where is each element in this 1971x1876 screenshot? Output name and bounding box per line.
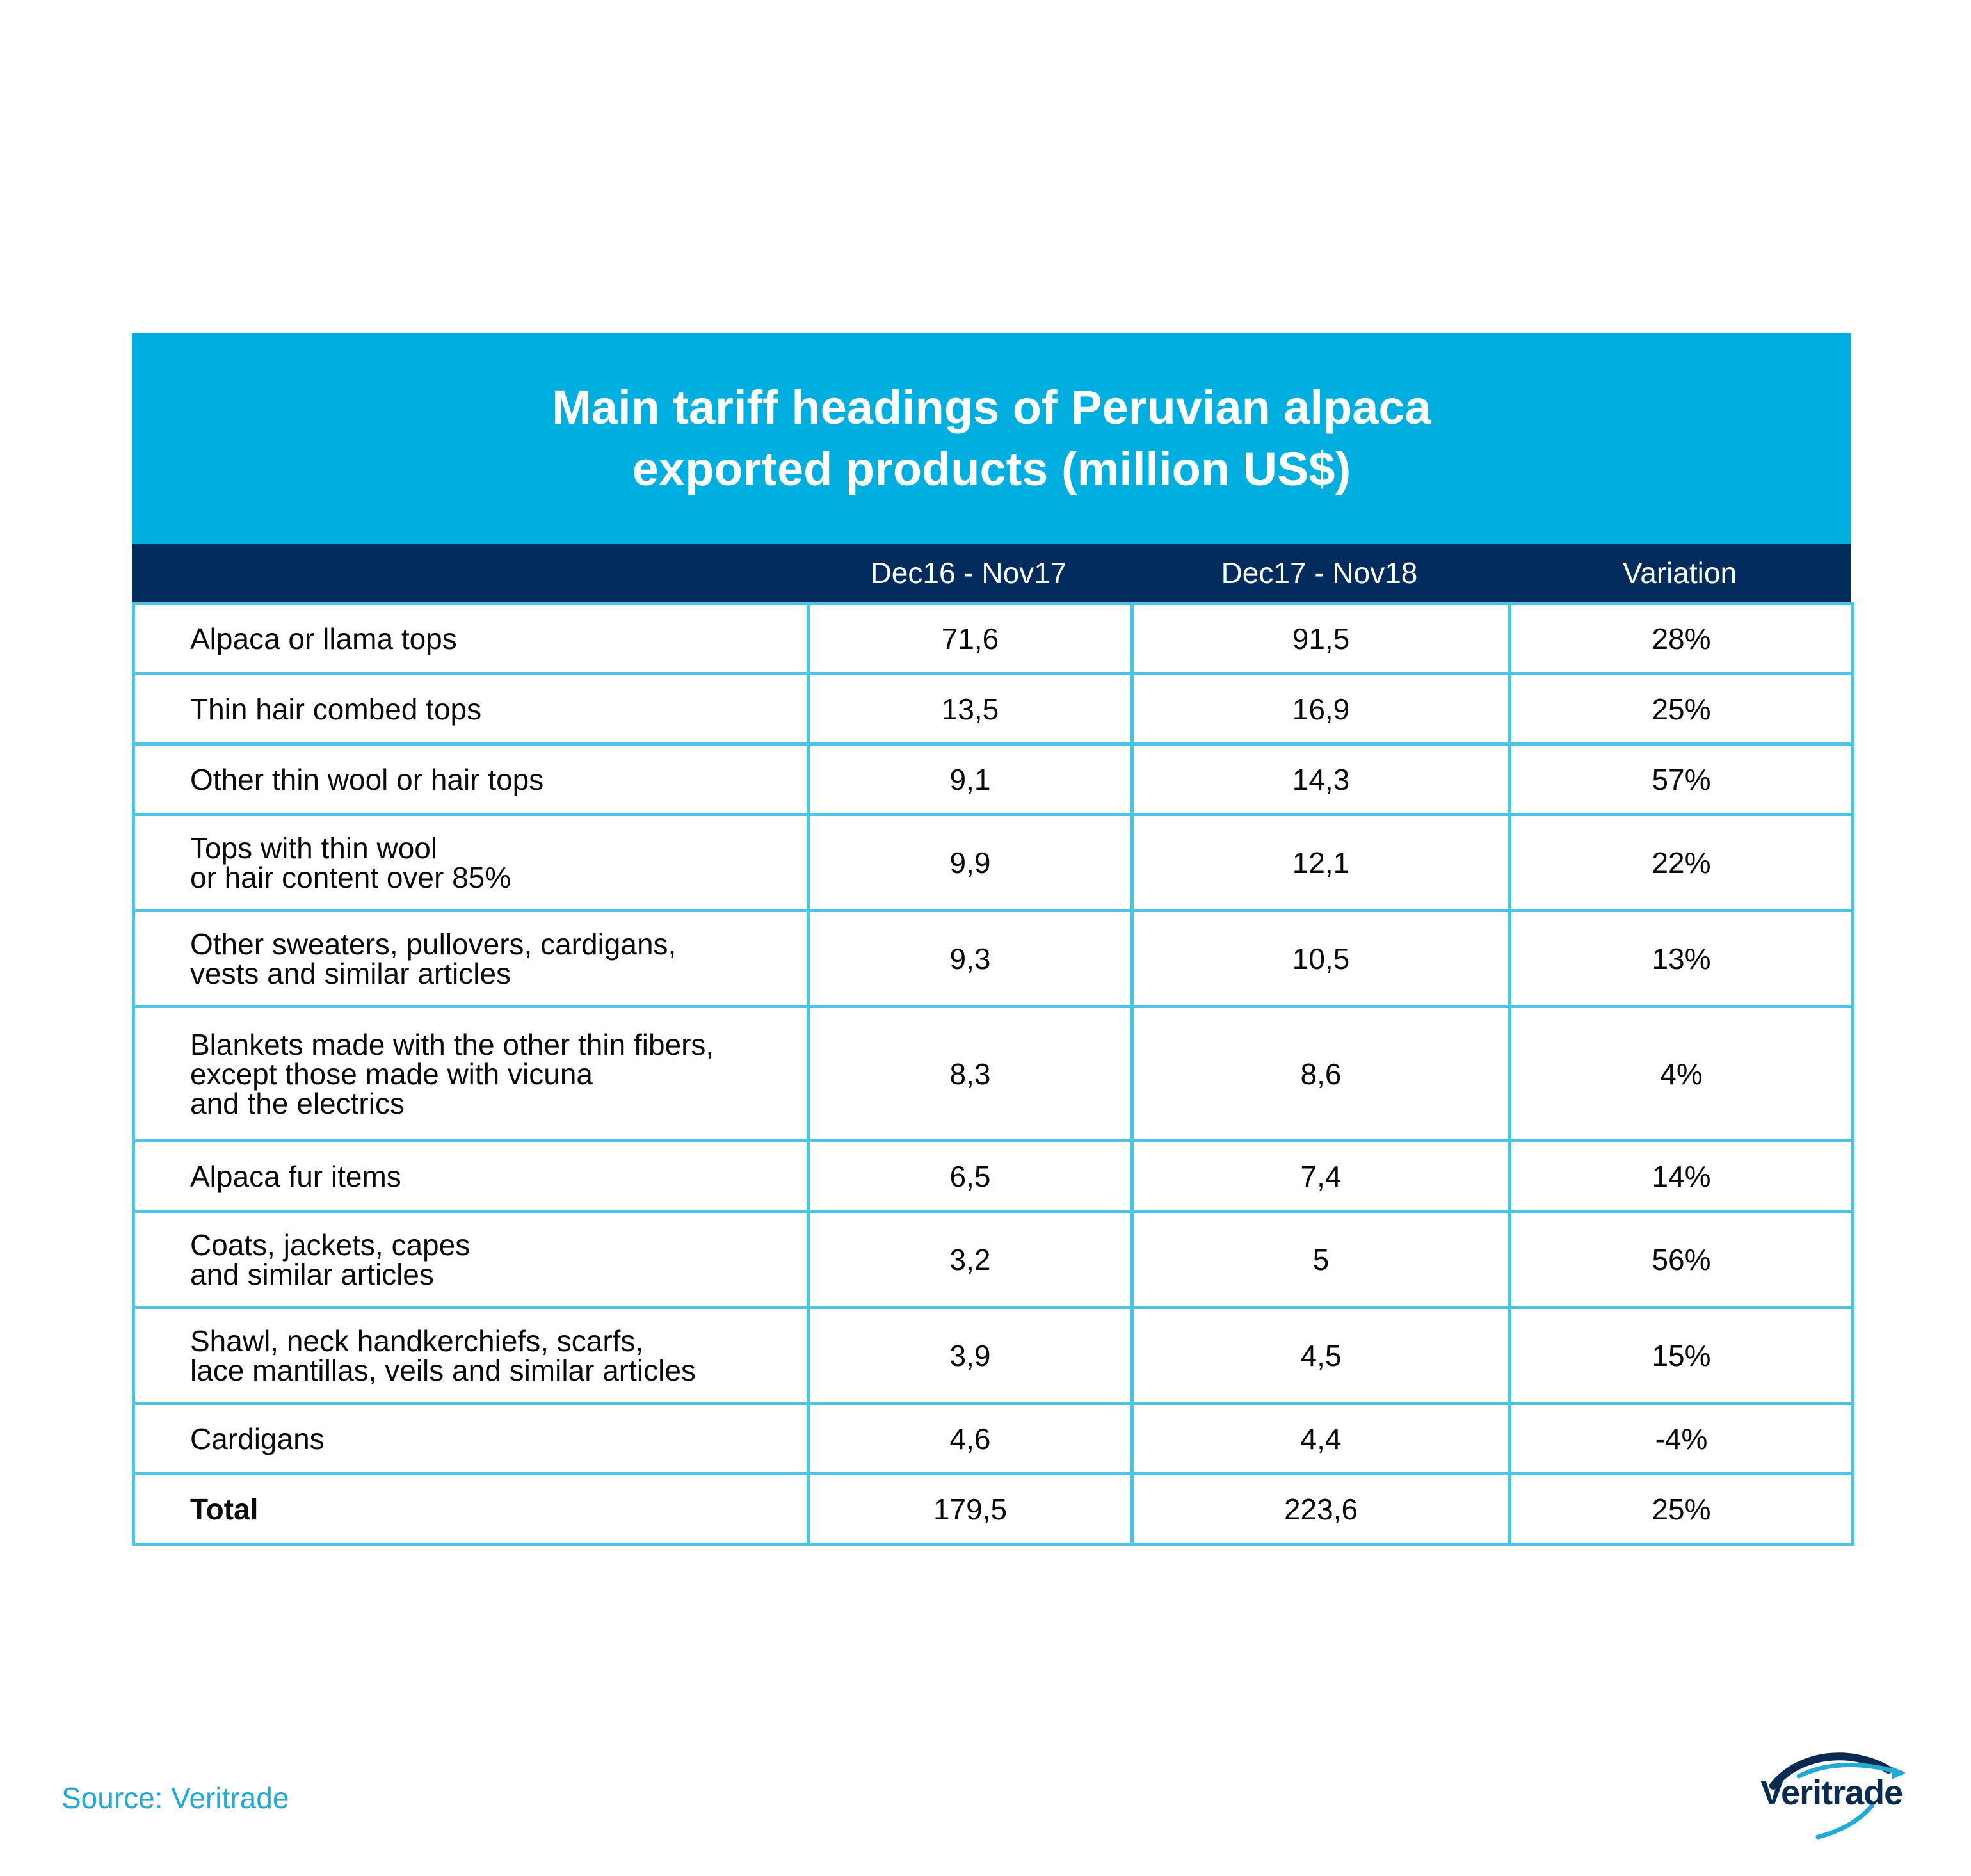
row-label-line: Shawl, neck handkerchiefs, scarfs, — [190, 1324, 644, 1358]
value-period-1: 6,5 — [807, 1139, 1134, 1213]
value-period-1: 9,9 — [807, 813, 1134, 912]
value-variation: 56% — [1508, 1210, 1854, 1309]
value-variation: 4% — [1508, 1005, 1854, 1142]
row-label: Blankets made with the other thin fibers… — [132, 1005, 810, 1142]
row-label-line: and similar articles — [190, 1257, 434, 1291]
value-period-1: 3,2 — [807, 1210, 1134, 1309]
total-row: Total 179,5 223,6 25% — [132, 1472, 1854, 1546]
row-label-line: or hair content over 85% — [190, 860, 511, 894]
row-label-line: Cardigans — [190, 1422, 325, 1455]
value-period-1: 13,5 — [807, 672, 1134, 746]
row-label-line: Alpaca or llama tops — [190, 621, 457, 655]
title-band: Main tariff headings of Peruvian alpaca … — [132, 333, 1851, 544]
row-label: Tops with thin wool or hair content over … — [132, 813, 810, 912]
row-label-line: Tops with thin wool — [190, 831, 438, 865]
row-label-line: Coats, jackets, capes — [190, 1228, 471, 1262]
row-label-line: Alpaca fur items — [190, 1159, 401, 1193]
table-row: Blankets made with the other thin fibers… — [132, 1005, 1854, 1142]
value-variation: 25% — [1508, 672, 1854, 746]
value-period-2: 10,5 — [1130, 909, 1511, 1008]
table-row: Alpaca fur items 6,5 7,4 14% — [132, 1139, 1854, 1213]
value-variation: -4% — [1508, 1402, 1854, 1475]
value-period-1: 3,9 — [807, 1306, 1134, 1405]
value-period-1: 4,6 — [807, 1402, 1134, 1475]
table-row: Shawl, neck handkerchiefs, scarfs, lace m… — [132, 1306, 1854, 1405]
row-label-line: Other thin wool or hair tops — [190, 762, 544, 796]
value-period-2: 8,6 — [1130, 1005, 1511, 1142]
row-label: Thin hair combed tops — [132, 672, 810, 746]
value-variation: 15% — [1508, 1306, 1854, 1405]
row-label-line: vests and similar articles — [190, 956, 511, 990]
table-row: Coats, jackets, capes and similar article… — [132, 1210, 1854, 1309]
value-period-2: 12,1 — [1130, 813, 1511, 912]
table-row: Tops with thin wool or hair content over … — [132, 813, 1854, 912]
tariff-table: Main tariff headings of Peruvian alpaca … — [132, 333, 1854, 1546]
logo-wordmark: Veritrade — [1760, 1774, 1903, 1812]
source-note: Source: Veritrade — [61, 1781, 289, 1815]
total-period-1: 179,5 — [807, 1472, 1134, 1546]
value-period-2: 5 — [1130, 1210, 1511, 1309]
value-variation: 22% — [1508, 813, 1854, 912]
value-period-2: 7,4 — [1130, 1139, 1511, 1213]
value-period-1: 9,1 — [807, 742, 1134, 816]
row-label-line: lace mantillas, veils and similar articl… — [190, 1353, 696, 1387]
veritrade-logo-icon — [1769, 1752, 1906, 1840]
header-period-1: Dec16 - Nov17 — [870, 556, 1067, 589]
value-variation: 13% — [1508, 909, 1854, 1008]
value-period-2: 91,5 — [1130, 602, 1511, 675]
total-label: Total — [132, 1472, 810, 1546]
value-variation: 28% — [1508, 602, 1854, 675]
table-title: Main tariff headings of Peruvian alpaca … — [552, 381, 1431, 495]
value-period-2: 4,4 — [1130, 1402, 1511, 1475]
row-label: Alpaca fur items — [132, 1139, 810, 1213]
row-label: Coats, jackets, capes and similar article… — [132, 1210, 810, 1309]
row-label-line: Blankets made with the other thin fibers… — [190, 1027, 714, 1061]
value-period-2: 4,5 — [1130, 1306, 1511, 1405]
table-row: Thin hair combed tops 13,5 16,9 25% — [132, 672, 1854, 746]
value-period-2: 16,9 — [1130, 672, 1511, 746]
row-label: Shawl, neck handkerchiefs, scarfs, lace m… — [132, 1306, 810, 1405]
table-row: Alpaca or llama tops 71,6 91,5 28% — [132, 602, 1854, 675]
data-table: Alpaca or llama tops 71,6 91,5 28% Thin hair… — [132, 602, 1854, 1546]
row-label-line: Other sweaters, pullovers, cardigans, — [190, 927, 677, 961]
header-row: Dec16 - Nov17 Dec17 - Nov18 Variation — [132, 544, 1851, 602]
row-label: Cardigans — [132, 1402, 810, 1475]
table-row: Cardigans 4,6 4,4 -4% — [132, 1402, 1854, 1475]
row-label-line: Thin hair combed tops — [190, 692, 482, 726]
total-variation: 25% — [1508, 1472, 1854, 1546]
value-variation: 57% — [1508, 742, 1854, 816]
row-label: Other sweaters, pullovers, cardigans, ves… — [132, 909, 810, 1008]
value-variation: 14% — [1508, 1139, 1854, 1213]
value-period-1: 9,3 — [807, 909, 1134, 1008]
value-period-1: 8,3 — [807, 1005, 1134, 1142]
table-row: Other thin wool or hair tops 9,1 14,3 57% — [132, 742, 1854, 816]
table-row: Other sweaters, pullovers, cardigans, ves… — [132, 909, 1854, 1008]
row-label-line: and the electrics — [190, 1086, 405, 1120]
row-label: Other thin wool or hair tops — [132, 742, 810, 816]
row-label: Alpaca or llama tops — [132, 602, 810, 675]
value-period-1: 71,6 — [807, 602, 1134, 675]
header-period-2: Dec17 - Nov18 — [1221, 556, 1418, 589]
total-period-2: 223,6 — [1130, 1472, 1511, 1546]
header-variation: Variation — [1622, 556, 1737, 589]
row-label-line: except those made with vicuna — [190, 1057, 593, 1091]
value-period-2: 14,3 — [1130, 742, 1511, 816]
